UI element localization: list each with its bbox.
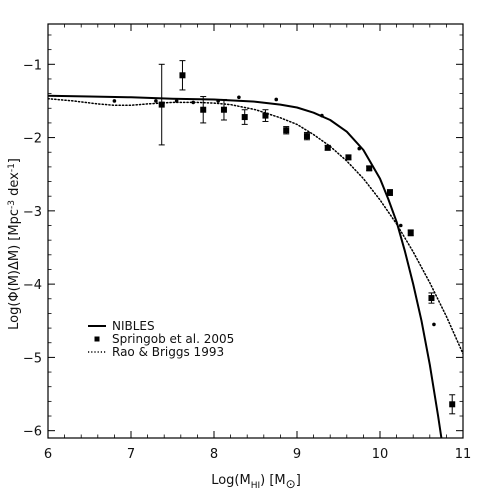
springob-point xyxy=(324,144,331,151)
springob-point xyxy=(366,165,373,172)
small-dot-point xyxy=(432,322,436,327)
plot-clip-group xyxy=(48,60,463,438)
springob-point xyxy=(407,229,414,236)
y-tick-label: −1 xyxy=(23,58,42,73)
small-dot-point xyxy=(398,223,403,228)
small-dot-point xyxy=(174,99,179,103)
y-tick-label: −5 xyxy=(23,351,42,366)
series-layer xyxy=(48,60,463,438)
nibles-curve xyxy=(48,94,443,438)
springob-point xyxy=(241,114,248,121)
legend-nibles-label: NIBLES xyxy=(112,319,155,333)
small-dot-point xyxy=(216,99,220,103)
legend-springob-swatch xyxy=(94,336,100,342)
small-dot-point xyxy=(154,99,158,103)
springob-point xyxy=(303,133,310,140)
springob-point xyxy=(428,295,435,302)
axis-ticks: 6 7 8 9 10 11 −1 −2 −3 −4 −5 −6 xyxy=(23,24,471,462)
small-dot-point xyxy=(191,100,196,105)
small-dot-point xyxy=(357,146,362,151)
legend-rao-briggs-label: Rao & Briggs 1993 xyxy=(112,345,224,359)
y-axis-label: Log(Φ(M)ΔM) [Mpc-3 dex-1] xyxy=(7,158,22,330)
springob-point xyxy=(449,401,456,408)
small-dot-point xyxy=(320,113,324,118)
springob-point xyxy=(158,101,165,108)
springob-point xyxy=(386,189,393,196)
rao-briggs-curve xyxy=(48,97,463,355)
plot-area-border xyxy=(47,23,464,439)
x-tick-label: 7 xyxy=(127,447,135,462)
springob-point xyxy=(200,106,207,113)
springob-point xyxy=(262,112,269,119)
y-tick-label: −4 xyxy=(23,278,42,293)
springob-point xyxy=(220,106,227,113)
x-tick-label: 10 xyxy=(372,447,389,462)
x-tick-label: 8 xyxy=(210,447,218,462)
springob-point xyxy=(179,72,186,79)
small-dot-point xyxy=(112,99,117,103)
y-tick-label: −2 xyxy=(23,132,42,147)
legend-springob-label: Springob et al. 2005 xyxy=(112,332,234,346)
y-tick-label: −6 xyxy=(23,425,42,440)
small-dot-point xyxy=(274,97,279,102)
plot-frame xyxy=(47,23,464,439)
springob-point xyxy=(345,154,352,161)
x-axis-label: Log(MHI) [M⊙] xyxy=(211,473,301,491)
x-tick-label: 6 xyxy=(44,447,52,462)
legend: NIBLES Springob et al. 2005 Rao & Briggs… xyxy=(88,319,234,359)
x-tick-label: 11 xyxy=(455,447,472,462)
springob-point xyxy=(283,127,290,134)
x-tick-label: 9 xyxy=(293,447,301,462)
small-dot-point xyxy=(237,95,241,100)
y-tick-label: −3 xyxy=(23,205,42,220)
